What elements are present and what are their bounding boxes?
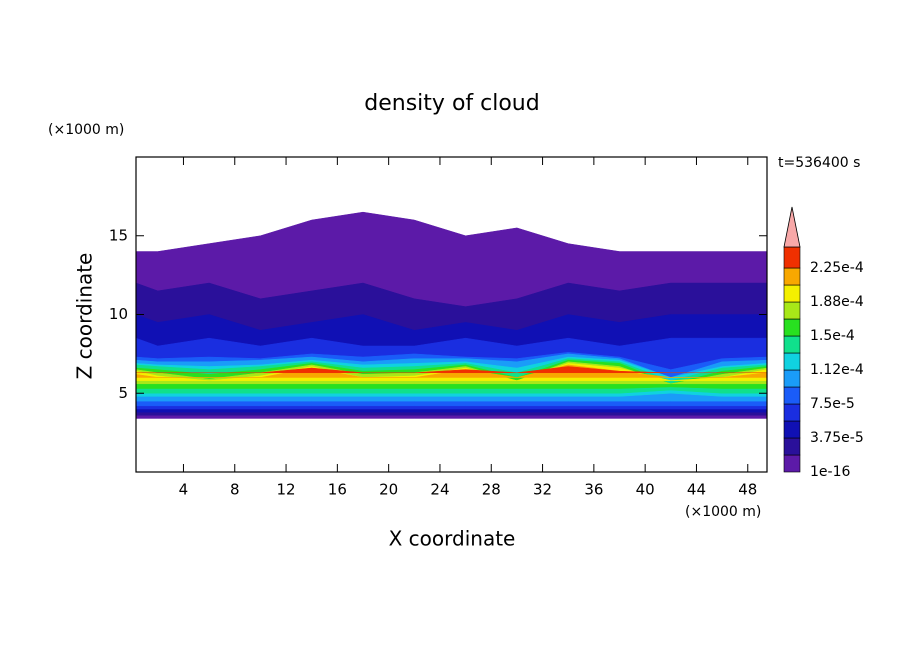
x-tick-label: 44 [687,481,706,499]
colorbar: 1e-16 3.75e-5 7.5e-5 1.12e-4 1.5e-4 1.88e-4 2.… [783,206,864,480]
y-unit: (×1000 m) [48,122,124,138]
colorbar-box [783,403,801,422]
colorbar-box [783,335,801,354]
colorbar-label: 1e-16 [810,464,850,480]
colorbar-box [783,352,801,371]
x-tick-label: 28 [482,481,501,499]
contour-band [136,366,767,374]
colorbar-box [783,284,801,303]
colorbar-extend [783,206,801,248]
x-tick-label: 36 [584,481,603,499]
x-tick-label: 20 [379,481,398,499]
x-tick-label: 16 [328,481,347,499]
colorbar-box [783,386,801,405]
colorbar-box [783,369,801,388]
x-tick-label: 40 [636,481,655,499]
x-tick-label: 12 [277,481,296,499]
colorbar-label: 1.12e-4 [810,362,864,378]
y-tick-label: 15 [109,226,128,244]
colorbar-label: 7.5e-5 [810,396,855,412]
x-axis-label: X coordinate [389,527,516,551]
y-axis-label: Z coordinate [73,253,97,380]
x-tick-label: 4 [179,481,189,499]
colorbar-box [783,318,801,337]
colorbar-label: 2.25e-4 [810,260,864,276]
colorbar-label: 1.5e-4 [810,328,855,344]
colorbar-box [783,246,801,269]
colorbar-box [783,267,801,286]
colorbar-label: 3.75e-5 [810,430,864,446]
x-tick-label: 32 [533,481,552,499]
colorbar-label: 1.88e-4 [810,294,864,310]
colorbar-box [783,420,801,439]
chart-title: density of cloud [364,91,539,116]
contour-field [135,211,768,419]
y-tick-label: 5 [118,384,128,402]
x-tick-label: 48 [738,481,757,499]
y-tick-label: 10 [109,305,128,323]
x-tick-label: 24 [430,481,449,499]
colorbar-box [783,437,801,456]
colorbar-box [783,301,801,320]
time-label: t=536400 s [778,155,860,171]
x-unit: (×1000 m) [685,504,761,520]
colorbar-box [783,454,801,473]
x-tick-label: 8 [230,481,240,499]
